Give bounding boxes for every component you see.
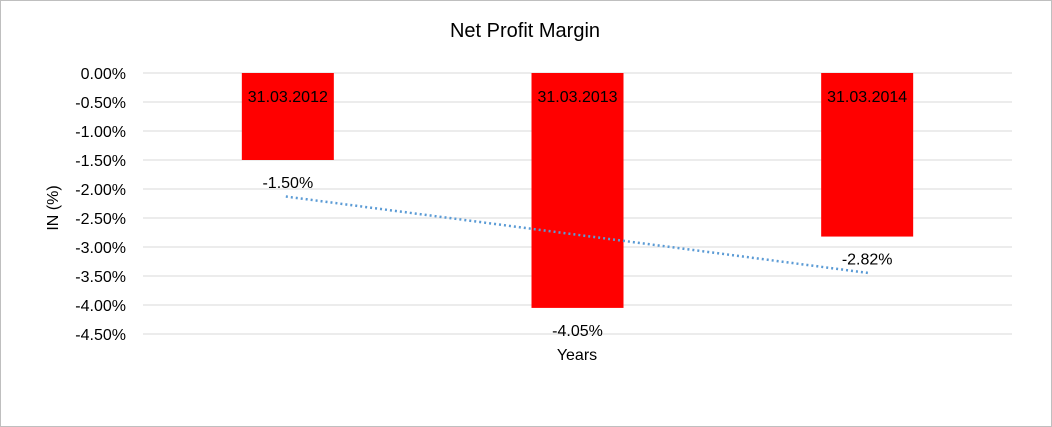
data-label: -2.82% <box>842 252 893 269</box>
y-tick-label: -0.50% <box>75 95 126 112</box>
x-axis-title: Years <box>557 347 597 364</box>
value-labels: -1.50% -4.05% -2.82% <box>262 175 892 340</box>
y-axis-ticks: 0.00% -0.50% -1.00% -1.50% -2.00% -2.50% -3.00… <box>75 66 126 344</box>
y-tick-label: -4.00% <box>75 298 126 315</box>
category-label: 31.03.2012 <box>248 89 328 106</box>
bar <box>821 73 914 237</box>
y-tick-label: -2.50% <box>75 211 126 228</box>
bar <box>531 73 624 308</box>
chart-title: Net Profit Margin <box>450 20 600 42</box>
y-tick-label: -4.50% <box>75 327 126 344</box>
category-labels: 31.03.2012 31.03.2013 31.03.2014 <box>248 89 908 106</box>
y-tick-label: -3.50% <box>75 269 126 286</box>
data-label: -1.50% <box>262 175 313 192</box>
y-axis-title: IN (%) <box>45 185 62 230</box>
category-label: 31.03.2013 <box>537 89 617 106</box>
y-tick-label: -1.00% <box>75 124 126 141</box>
data-label: -4.05% <box>552 323 603 340</box>
category-label: 31.03.2014 <box>827 89 907 106</box>
bars <box>241 73 914 308</box>
trendline-group <box>285 195 870 275</box>
bar <box>241 73 334 160</box>
y-tick-label: 0.00% <box>81 66 126 83</box>
y-tick-label: -2.00% <box>75 182 126 199</box>
y-tick-label: -3.00% <box>75 240 126 257</box>
trendline <box>285 195 870 275</box>
y-tick-label: -1.50% <box>75 153 126 170</box>
